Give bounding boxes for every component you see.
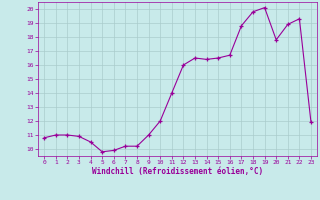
X-axis label: Windchill (Refroidissement éolien,°C): Windchill (Refroidissement éolien,°C) [92,167,263,176]
